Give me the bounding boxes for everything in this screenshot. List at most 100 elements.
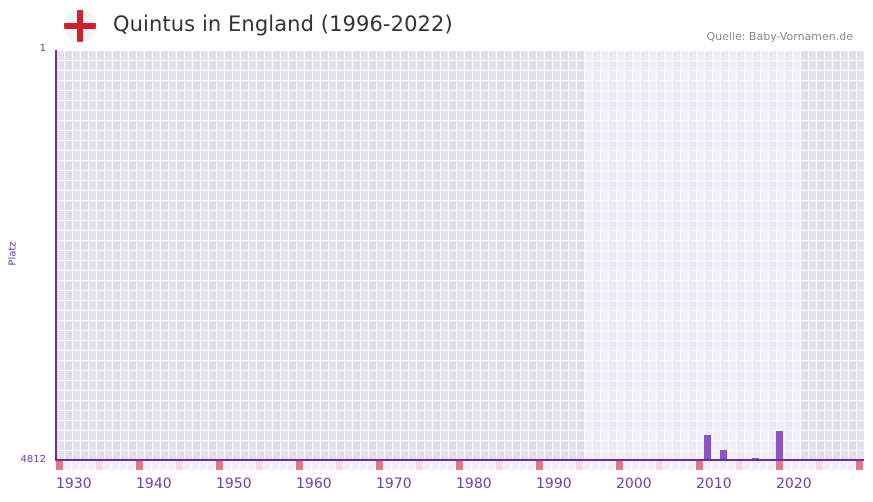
grid-cell (481, 451, 488, 460)
grid-cell (185, 341, 192, 350)
grid-cell (577, 201, 584, 210)
grid-cell (425, 171, 432, 180)
bar-2020[interactable] (776, 431, 783, 460)
grid-cell (841, 241, 848, 250)
grid-cell (81, 71, 88, 80)
grid-cell (161, 241, 168, 250)
grid-cell (113, 341, 120, 350)
grid-cell (65, 301, 72, 310)
grid-cell (505, 161, 512, 170)
grid-cell (785, 191, 792, 200)
grid-cell (409, 241, 416, 250)
bar-2013[interactable] (720, 450, 727, 460)
grid-cell (273, 261, 280, 270)
grid-cell (641, 71, 648, 80)
grid-cell (321, 331, 328, 340)
year-marker (688, 461, 695, 470)
grid-cell (449, 171, 456, 180)
grid-cell (577, 301, 584, 310)
grid-cell (489, 161, 496, 170)
grid-cell (313, 61, 320, 70)
grid-cell (97, 281, 104, 290)
grid-cell (465, 131, 472, 140)
grid-cell (385, 231, 392, 240)
grid-cell (769, 61, 776, 70)
grid-cell (81, 431, 88, 440)
grid-cell (121, 71, 128, 80)
grid-cell (129, 171, 136, 180)
grid-cell (385, 321, 392, 330)
grid-cell (345, 201, 352, 210)
grid-cell (113, 291, 120, 300)
grid-cell (449, 191, 456, 200)
grid-cell (129, 271, 136, 280)
grid-cell (169, 311, 176, 320)
grid-cell (617, 271, 624, 280)
grid-cell (497, 181, 504, 190)
grid-cell (409, 171, 416, 180)
year-marker (640, 461, 647, 470)
grid-cell (393, 151, 400, 160)
grid-cell (625, 91, 632, 100)
bar-2011[interactable] (704, 435, 711, 460)
grid-cell (489, 391, 496, 400)
grid-cell (97, 81, 104, 90)
grid-cell (657, 221, 664, 230)
grid-cell (233, 371, 240, 380)
grid-cell (233, 311, 240, 320)
grid-cell (145, 81, 152, 90)
grid-cell (177, 401, 184, 410)
grid-cell (825, 91, 832, 100)
grid-cell (465, 241, 472, 250)
grid-cell (265, 421, 272, 430)
grid-cell (449, 401, 456, 410)
grid-cell (857, 351, 864, 360)
grid-cell (353, 371, 360, 380)
grid-cell (585, 451, 592, 460)
grid-cell (657, 401, 664, 410)
year-marker (488, 461, 495, 470)
grid-cell (769, 371, 776, 380)
grid-cell (393, 181, 400, 190)
grid-cell (369, 131, 376, 140)
grid-cell (601, 271, 608, 280)
grid-cell (193, 441, 200, 450)
grid-cell (401, 391, 408, 400)
year-marker (608, 461, 615, 470)
grid-cell (209, 441, 216, 450)
grid-cell (801, 91, 808, 100)
grid-cell (657, 121, 664, 130)
grid-cell (545, 121, 552, 130)
grid-cell (689, 291, 696, 300)
grid-cell (545, 231, 552, 240)
grid-cell (841, 131, 848, 140)
grid-cell (193, 231, 200, 240)
grid-cell (513, 421, 520, 430)
grid-cell (377, 271, 384, 280)
grid-cell (169, 211, 176, 220)
grid-cell (369, 391, 376, 400)
grid-cell (633, 141, 640, 150)
grid-cell (825, 171, 832, 180)
grid-cell (393, 361, 400, 370)
grid-cell (329, 171, 336, 180)
grid-cell (121, 391, 128, 400)
grid-cell (673, 281, 680, 290)
grid-cell (489, 181, 496, 190)
grid-cell (721, 341, 728, 350)
grid-cell (345, 441, 352, 450)
grid-cell (153, 451, 160, 460)
grid-cell (665, 451, 672, 460)
grid-cell (145, 181, 152, 190)
grid-cell (625, 321, 632, 330)
grid-cell (185, 381, 192, 390)
grid-cell (121, 251, 128, 260)
grid-cell (593, 141, 600, 150)
grid-cell (297, 211, 304, 220)
grid-cell (809, 341, 816, 350)
grid-cell (489, 451, 496, 460)
grid-cell (801, 451, 808, 460)
grid-cell (393, 91, 400, 100)
grid-cell (681, 221, 688, 230)
grid-cell (785, 141, 792, 150)
